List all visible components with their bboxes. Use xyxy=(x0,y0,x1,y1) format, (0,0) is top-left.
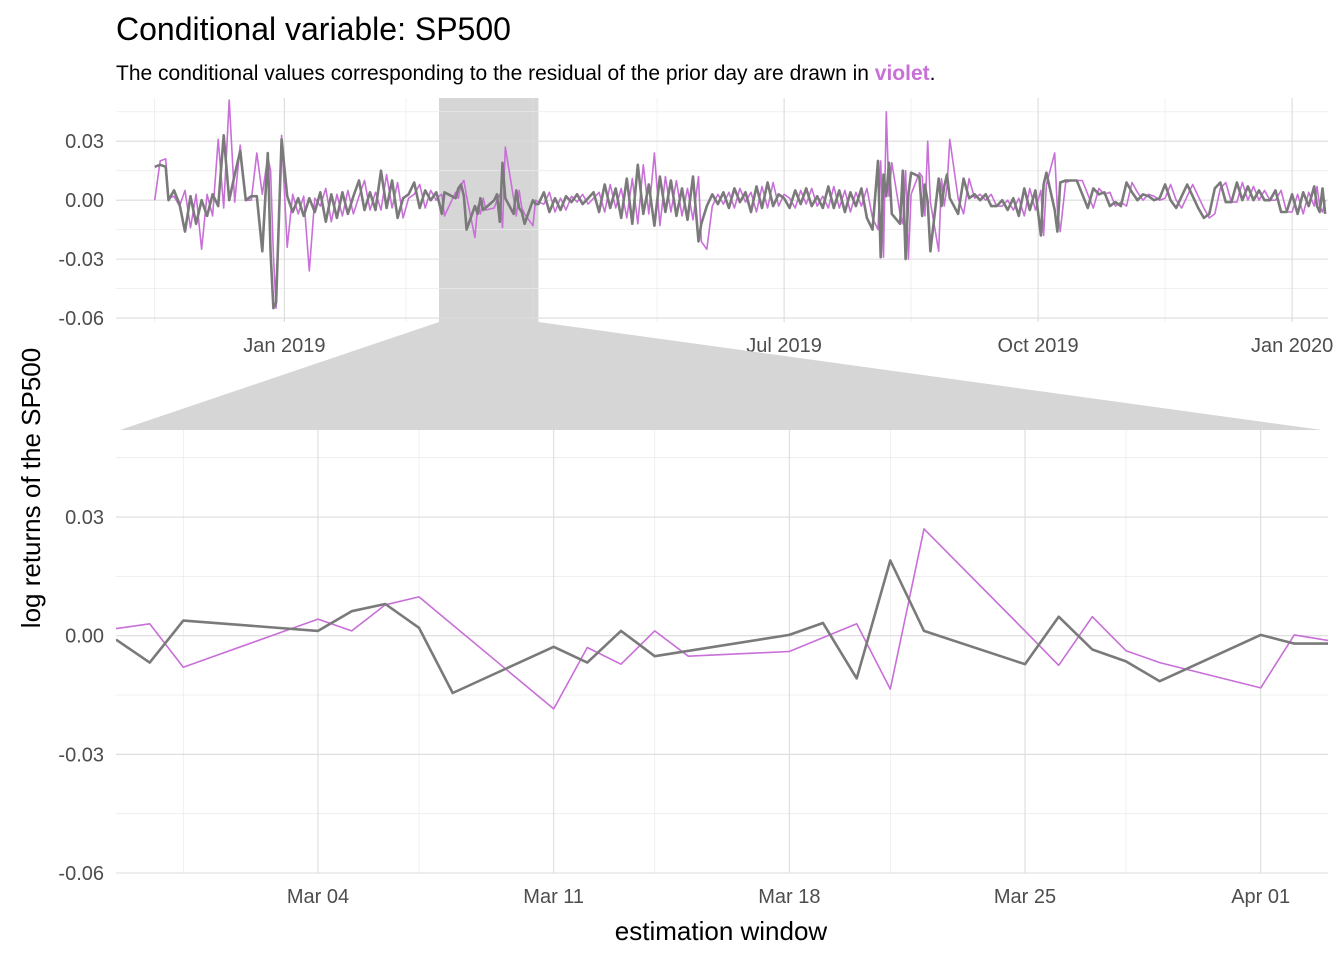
detail-y-tick-label: -0.03 xyxy=(58,744,104,766)
detail-y-tick-label: 0.03 xyxy=(65,507,104,529)
detail-x-tick-label: Mar 25 xyxy=(994,886,1056,908)
chart-subtitle: The conditional values corresponding to … xyxy=(116,62,935,85)
detail-y-tick-label: -0.06 xyxy=(58,863,104,885)
x-axis-label: estimation window xyxy=(615,916,828,946)
overview-y-tick-label: 0.00 xyxy=(65,190,104,212)
detail-series-line xyxy=(116,559,1328,695)
subtitle-text: The conditional values corresponding to … xyxy=(116,62,875,85)
detail-x-tick-label: Apr 01 xyxy=(1231,886,1290,908)
detail-x-tick-label: Mar 11 xyxy=(523,886,584,908)
overview-y-tick-label: -0.06 xyxy=(58,308,104,330)
y-axis-label: log returns of the SP500 xyxy=(16,348,46,628)
detail-conditional-line xyxy=(116,528,1328,710)
subtitle-highlight: violet xyxy=(875,62,930,85)
zoom-connector-shape xyxy=(120,322,1322,430)
detail-x-tick-label: Mar 18 xyxy=(758,886,820,908)
detail-x-tick-label: Mar 04 xyxy=(287,886,349,908)
detail-y-tick-label: 0.00 xyxy=(65,626,104,648)
overview-x-tick-label: Oct 2019 xyxy=(998,335,1079,357)
detail-panel: -0.06 -0.03 0.00 0.03 Mar 04 Mar 11 Mar 18 Mar … xyxy=(58,430,1328,908)
zoom-connector xyxy=(120,322,1322,430)
overview-y-tick-label: 0.03 xyxy=(65,131,104,153)
overview-x-tick-label: Jan 2020 xyxy=(1251,335,1333,357)
overview-x-tick-label: Jul 2019 xyxy=(746,335,822,357)
overview-series-line xyxy=(154,134,1327,310)
overview-y-tick-label: -0.03 xyxy=(58,249,104,271)
overview-x-tick-label: Jan 2019 xyxy=(243,335,325,357)
subtitle-end: . xyxy=(930,62,936,85)
chart-title: Conditional variable: SP500 xyxy=(116,11,511,47)
